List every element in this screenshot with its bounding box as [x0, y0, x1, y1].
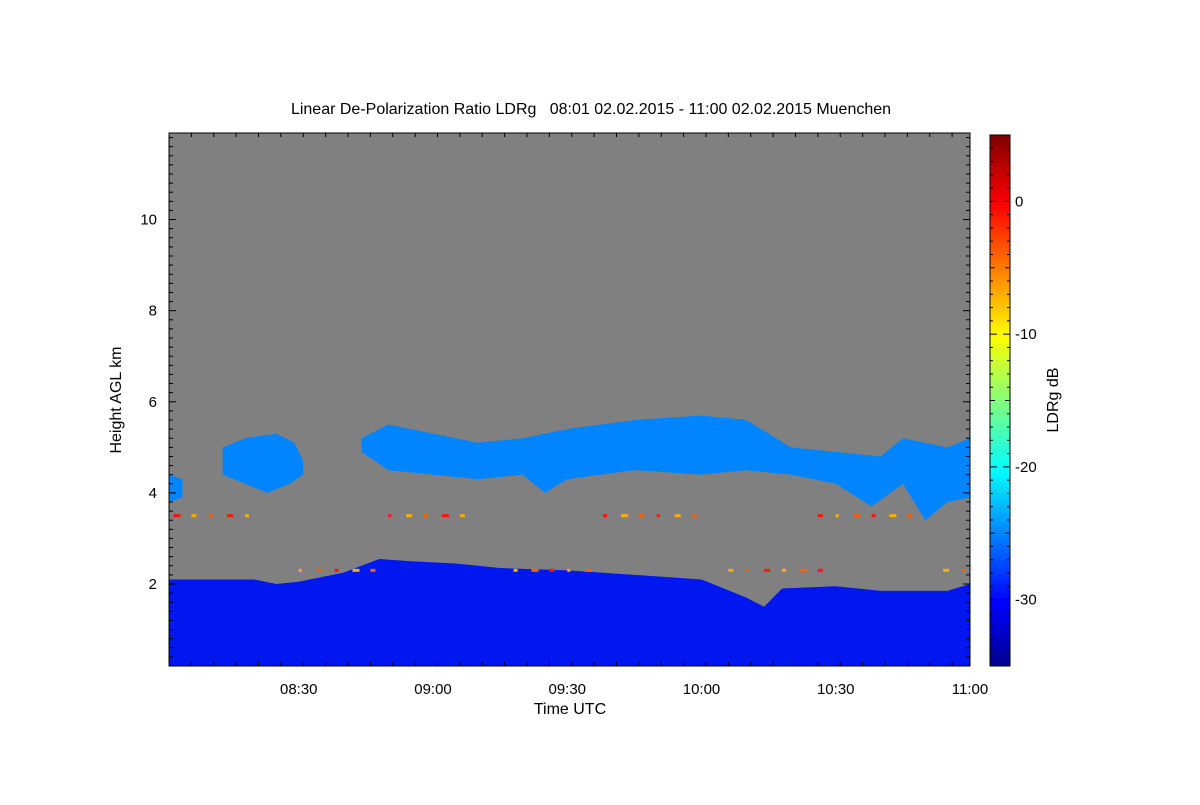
- ldr-speckle: [370, 568, 376, 572]
- ldr-speckle: [638, 514, 644, 518]
- ldr-speckle: [907, 514, 913, 518]
- colorbar-tick-label: -30: [1015, 592, 1037, 609]
- y-tick-label: 2: [149, 576, 157, 593]
- plot-frame: [168, 132, 971, 667]
- colorbar-tick-label: 0: [1015, 193, 1023, 210]
- ldr-speckle: [943, 568, 950, 572]
- y-tick-label: 10: [140, 212, 157, 229]
- ldr-speckle: [656, 514, 660, 518]
- ldr-speckle: [191, 514, 197, 518]
- ldr-speckle: [728, 568, 734, 572]
- x-axis-label: Time UTC: [534, 701, 606, 718]
- y-tick-label: 6: [149, 394, 157, 411]
- x-tick-label: 09:00: [414, 681, 452, 698]
- data-layer: [169, 415, 970, 666]
- ldr-speckle: [334, 568, 339, 572]
- ldr-speckle: [531, 568, 539, 572]
- ldr-speckle: [245, 514, 250, 518]
- cloud-segment: [169, 474, 183, 502]
- ldr-speckle: [441, 514, 449, 518]
- ldr-speckle: [961, 568, 966, 572]
- ldr-speckle: [227, 514, 234, 518]
- ldr-speckle: [316, 568, 323, 572]
- ldr-speckle: [298, 568, 302, 572]
- ldr-speckle: [889, 514, 897, 518]
- ldr-speckle: [549, 568, 555, 572]
- ldr-speckle: [603, 514, 608, 518]
- cloud-segment: [222, 433, 304, 493]
- ldr-speckle: [853, 514, 860, 518]
- ldr-speckle: [782, 568, 787, 572]
- cloud-segment: [361, 415, 970, 521]
- y-tick-label: 4: [149, 485, 157, 502]
- ldr-speckle: [567, 568, 571, 572]
- x-tick-label: 10:00: [683, 681, 721, 698]
- boundary-layer-texture: [169, 558, 970, 666]
- ldr-speckle: [817, 514, 823, 518]
- ldr-speckle: [388, 514, 392, 518]
- ldr-speckle: [835, 514, 839, 518]
- colorbar-label: LDRg dB: [1045, 368, 1062, 433]
- ldr-speckle: [406, 514, 413, 518]
- chart-title: Linear De-Polarization Ratio LDRg 08:01 …: [291, 101, 891, 118]
- ldr-speckle: [513, 568, 518, 572]
- ldr-speckle: [209, 514, 213, 518]
- y-tick-label: 8: [149, 303, 157, 320]
- ldr-speckle: [799, 568, 807, 572]
- x-tick-label: 10:30: [817, 681, 855, 698]
- ldr-speckle: [674, 514, 681, 518]
- ldr-speckle: [871, 514, 876, 518]
- ldr-speckle: [585, 568, 592, 572]
- x-tick-label: 08:30: [280, 681, 318, 698]
- ldr-speckle: [817, 568, 823, 572]
- ldr-speckle: [424, 514, 429, 518]
- x-tick-label: 09:30: [548, 681, 586, 698]
- ldr-speckle: [764, 568, 771, 572]
- colorbar-ticks: 0 -10 -20 -30: [990, 134, 1037, 667]
- ldr-speckle: [352, 568, 360, 572]
- ldr-speckle: [459, 514, 465, 518]
- ldr-speckle: [620, 514, 628, 518]
- y-axis-label: Height AGL km: [108, 346, 125, 453]
- colorbar-tick-label: -20: [1015, 459, 1037, 476]
- ldr-speckle: [173, 514, 181, 518]
- colorbar-tick-label: -10: [1015, 326, 1037, 343]
- axes-layer: 08:30 09:00 09:30 10:00 10:30 11:00 2 4 6 8 10: [140, 133, 988, 698]
- ldr-speckle: [692, 514, 697, 518]
- ldr-speckle: [746, 568, 750, 572]
- x-tick-label: 11:00: [952, 681, 988, 698]
- boundary-layer-region: [169, 558, 970, 666]
